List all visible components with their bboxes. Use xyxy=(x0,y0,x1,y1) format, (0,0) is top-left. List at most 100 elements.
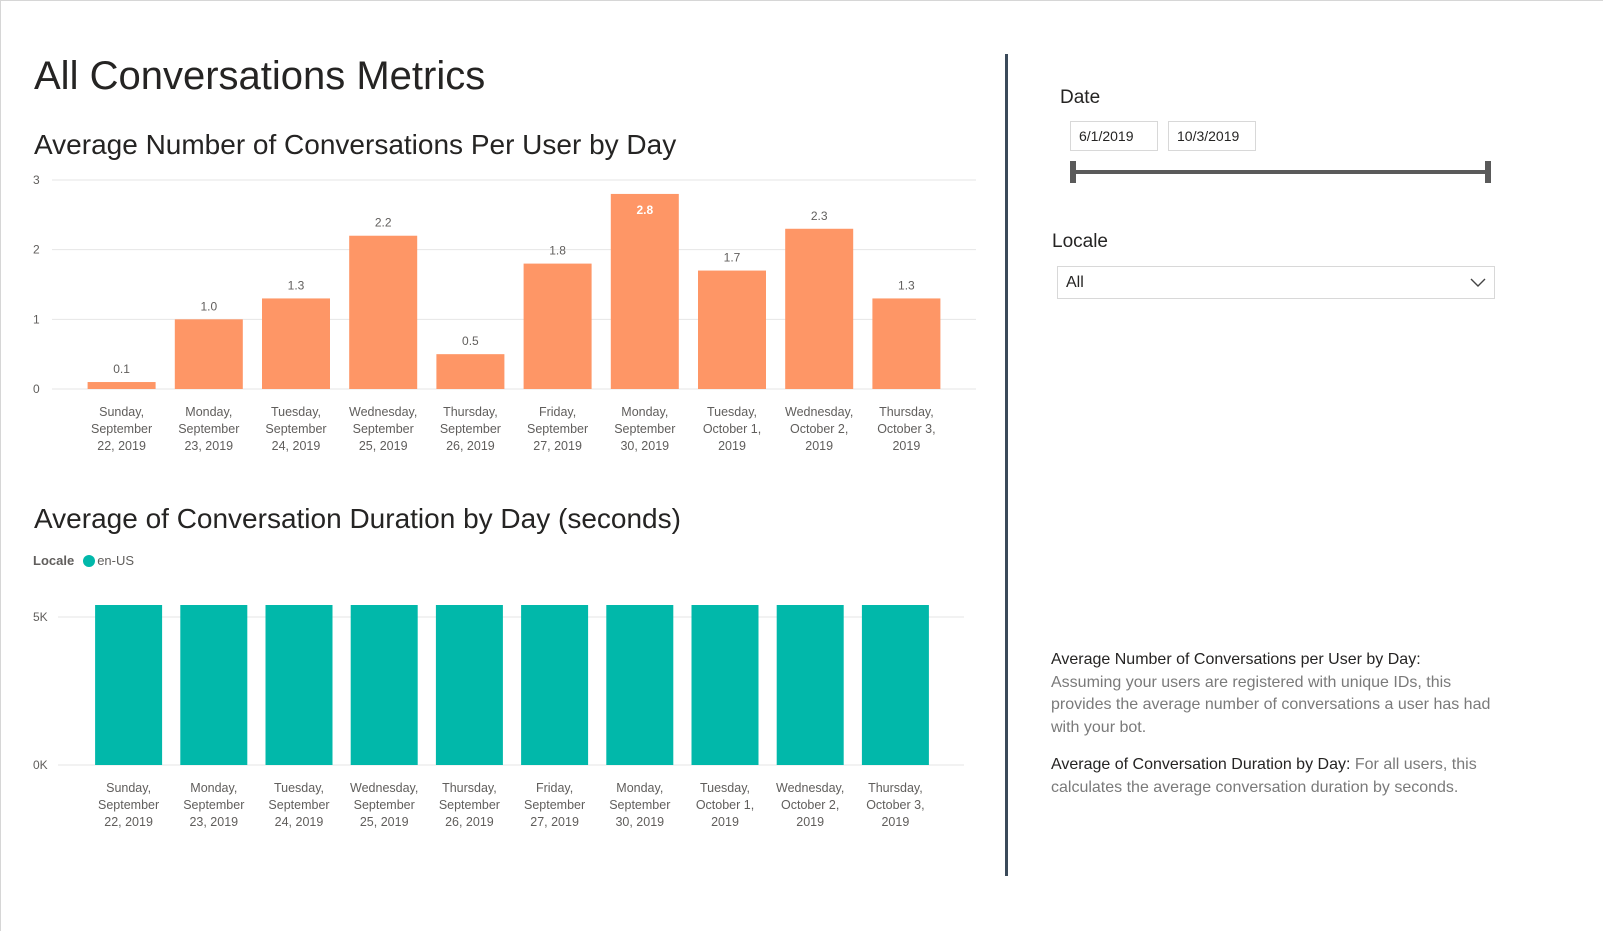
x-tick-label-line: September xyxy=(91,422,152,436)
x-tick-label-line: Tuesday, xyxy=(274,781,324,795)
date-start-input[interactable]: 6/1/2019 xyxy=(1070,121,1158,151)
x-tick-label-line: Monday, xyxy=(621,405,668,419)
data-label: 1.3 xyxy=(288,278,305,292)
page-title: All Conversations Metrics xyxy=(34,54,486,98)
x-tick-label-line: September xyxy=(527,422,588,436)
x-tick-label: Tuesday, September 24, 2019 xyxy=(265,405,326,453)
y-tick-label: 0 xyxy=(33,382,40,396)
x-tick-label-line: 30, 2019 xyxy=(615,815,664,829)
x-tick-label-line: September xyxy=(439,798,500,812)
x-tick-label-line: Sunday, xyxy=(106,781,151,795)
note-body: For all users, this calculates the avera… xyxy=(1051,756,1477,796)
bar xyxy=(262,298,330,389)
note-separator: : xyxy=(1416,651,1421,668)
date-end-input[interactable]: 10/3/2019 xyxy=(1168,121,1256,151)
x-tick-label: Thursday, September 26, 2019 xyxy=(440,405,501,453)
notes-panel: Average Number of Conversations per User… xyxy=(1051,649,1491,814)
data-label: 1.7 xyxy=(724,251,741,265)
x-tick-label-line: 23, 2019 xyxy=(184,439,233,453)
x-tick-label-line: October 1, xyxy=(703,422,761,436)
x-tick-label-line: 2019 xyxy=(892,439,920,453)
date-slider-start-handle[interactable] xyxy=(1070,161,1076,183)
x-tick-label: Monday, September 23, 2019 xyxy=(178,405,239,453)
x-tick-label-line: Monday, xyxy=(616,781,663,795)
x-tick-label-line: September xyxy=(524,798,585,812)
bar xyxy=(606,605,674,765)
x-tick-label-line: 22, 2019 xyxy=(97,439,146,453)
bar xyxy=(87,382,156,389)
chart-title-conversation-duration: Average of Conversation Duration by Day … xyxy=(34,503,681,534)
panel-divider xyxy=(1005,54,1008,876)
bar xyxy=(698,270,766,389)
x-tick-label-line: Thursday, xyxy=(879,405,934,419)
x-tick-label: Wednesday, October 2, 2019 xyxy=(785,405,853,453)
x-tick-label-line: Thursday, xyxy=(442,781,497,795)
bar xyxy=(521,605,589,765)
x-tick-label-line: October 3, xyxy=(877,422,935,436)
x-tick-label: Sunday, September 22, 2019 xyxy=(91,405,152,453)
bar xyxy=(776,605,844,765)
legend-entry-label[interactable]: en-US xyxy=(97,553,135,568)
x-tick-label-line: October 2, xyxy=(790,422,848,436)
x-tick-label: Tuesday, October 1, 2019 xyxy=(696,781,754,829)
x-tick-label-line: October 1, xyxy=(696,798,754,812)
x-tick-label: Sunday, September 22, 2019 xyxy=(98,781,159,829)
locale-dropdown[interactable]: All xyxy=(1057,266,1495,299)
conversations-per-user-chart: 0 1 2 3 0.1 Sunday, September 22, 2019 1.0 Monday… xyxy=(33,173,976,453)
x-tick-label: Monday, September 30, 2019 xyxy=(609,781,670,829)
x-tick-label-line: 2019 xyxy=(711,815,739,829)
bar xyxy=(523,263,592,389)
x-tick-label-line: Monday, xyxy=(190,781,237,795)
x-tick-label-line: October 3, xyxy=(866,798,924,812)
bar xyxy=(350,605,418,765)
x-tick-label-line: September xyxy=(609,798,670,812)
x-tick-label-line: Thursday, xyxy=(443,405,498,419)
x-tick-label-line: 27, 2019 xyxy=(533,439,582,453)
x-tick-label-line: 25, 2019 xyxy=(359,439,408,453)
x-tick-label: Thursday, September 26, 2019 xyxy=(439,781,500,829)
data-label: 0.5 xyxy=(462,334,479,348)
x-tick-label-line: September xyxy=(98,798,159,812)
bar xyxy=(349,235,418,389)
bar xyxy=(610,193,679,389)
x-tick-label: Friday, September 27, 2019 xyxy=(527,405,588,453)
y-tick-label: 1 xyxy=(33,312,40,326)
bar xyxy=(180,605,248,765)
bar xyxy=(265,605,333,765)
locale-filter-label: Locale xyxy=(1052,231,1108,252)
x-tick-label: Monday, September 30, 2019 xyxy=(614,405,675,453)
frame-left-border xyxy=(0,0,1,931)
date-slider-end-handle[interactable] xyxy=(1485,161,1491,183)
chart-title-conversations-per-user: Average Number of Conversations Per User… xyxy=(34,129,677,160)
x-tick-label-line: September xyxy=(353,422,414,436)
x-tick-label-line: September xyxy=(354,798,415,812)
y-tick-label: 3 xyxy=(33,173,40,187)
data-label: 1.3 xyxy=(898,278,915,292)
x-tick-label-line: 26, 2019 xyxy=(445,815,494,829)
x-tick-label-line: September xyxy=(614,422,675,436)
bar xyxy=(861,605,929,765)
data-label: 1.0 xyxy=(200,299,217,313)
note-conversations-per-user: Average Number of Conversations per User… xyxy=(1051,649,1491,739)
x-tick-label-line: 23, 2019 xyxy=(189,815,238,829)
x-tick-label-line: 30, 2019 xyxy=(620,439,669,453)
x-tick-label-line: Tuesday, xyxy=(707,405,757,419)
x-tick-label-line: 2019 xyxy=(718,439,746,453)
x-tick-label-line: Monday, xyxy=(185,405,232,419)
note-heading: Average Number of Conversations per User… xyxy=(1051,651,1417,668)
x-tick-label: Tuesday, September 24, 2019 xyxy=(268,781,329,829)
bar xyxy=(435,605,503,765)
x-tick-label: Wednesday, October 2, 2019 xyxy=(776,781,844,829)
data-label: 1.8 xyxy=(549,244,566,258)
x-tick-label-line: 2019 xyxy=(881,815,909,829)
bar xyxy=(872,298,941,389)
x-tick-label-line: Friday, xyxy=(539,405,576,419)
x-tick-label-line: Tuesday, xyxy=(700,781,750,795)
data-label: 2.8 xyxy=(636,203,653,217)
y-tick-label: 5K xyxy=(33,610,48,624)
date-range-slider-track[interactable] xyxy=(1073,170,1489,174)
chevron-down-icon xyxy=(1470,278,1486,287)
frame-top-border xyxy=(0,0,1603,1)
y-tick-label: 2 xyxy=(33,243,40,257)
x-tick-label: Tuesday, October 1, 2019 xyxy=(703,405,761,453)
